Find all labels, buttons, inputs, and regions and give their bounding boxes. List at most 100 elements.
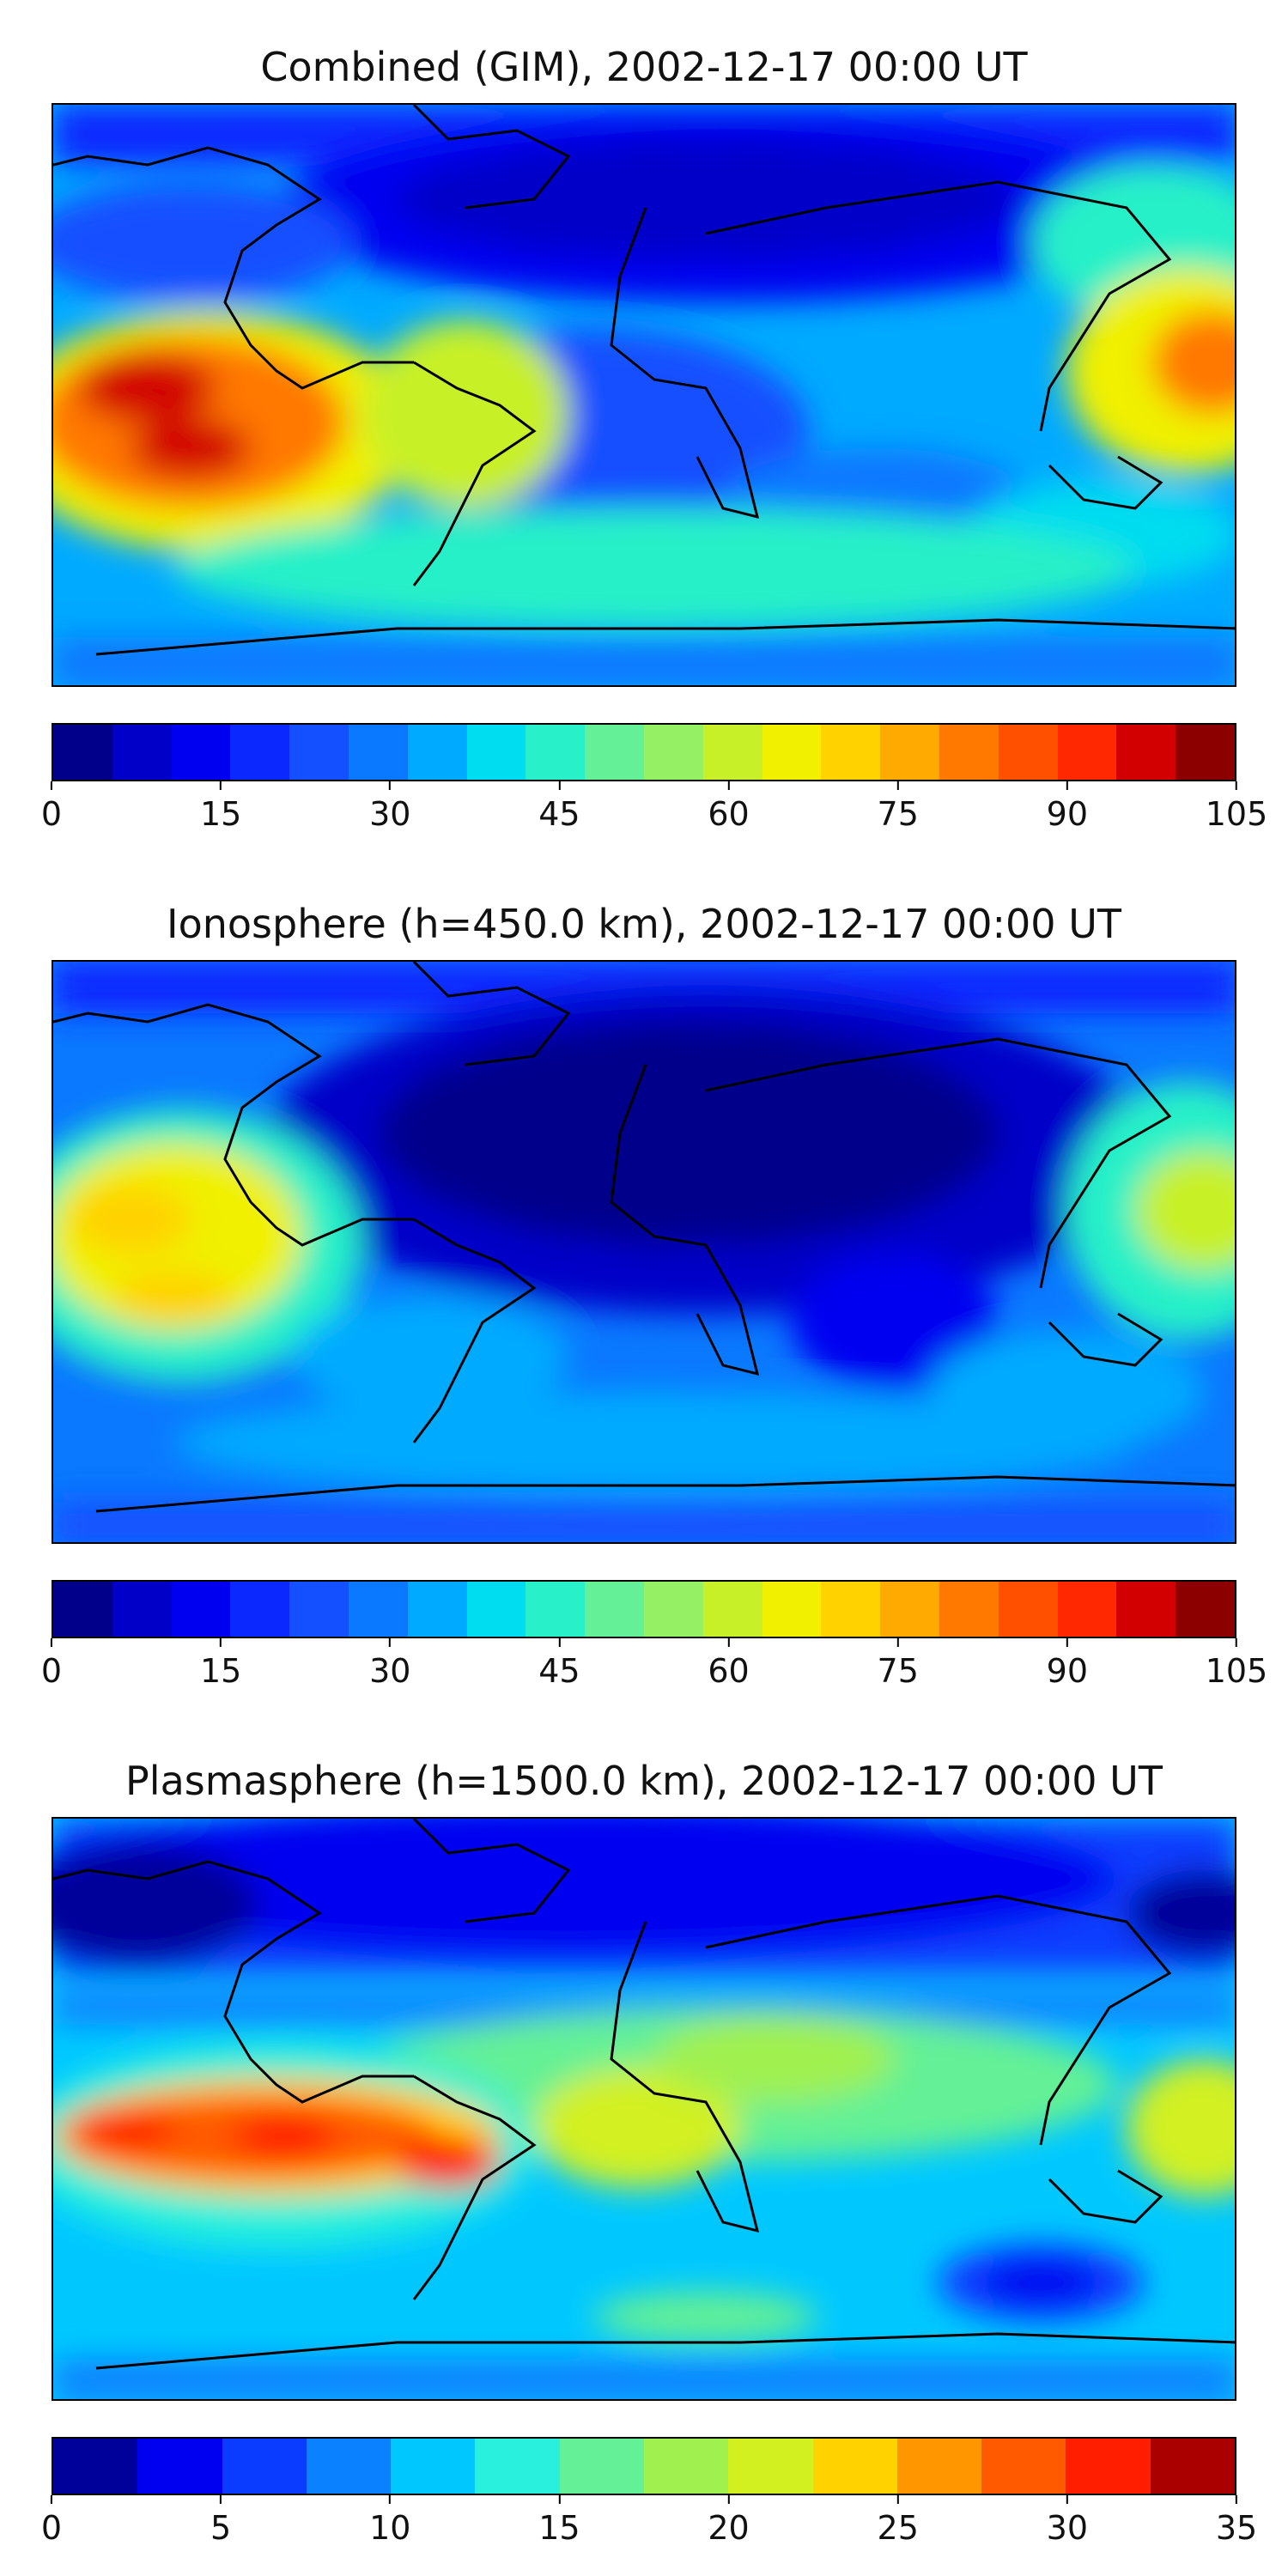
tick-mark [896, 781, 899, 790]
tick-label: 75 [877, 1652, 919, 1690]
tick-label: 5 [210, 2509, 232, 2547]
colorbar-segment [998, 1582, 1058, 1637]
colorbar-segment [1066, 2439, 1151, 2494]
colorbar-segment [896, 2439, 982, 2494]
colorbar-tick: 90 [1047, 1638, 1088, 1690]
tick-label: 30 [369, 795, 411, 833]
colorbar-tick: 90 [1047, 781, 1088, 833]
tick-mark [51, 2495, 52, 2504]
colorbar-segment [348, 725, 408, 780]
colorbar-tick: 20 [708, 2495, 750, 2547]
colorbar-segment [230, 1582, 290, 1637]
colorbar-segment [112, 1582, 172, 1637]
tick-label: 45 [538, 795, 580, 833]
tick-label: 30 [1046, 2509, 1089, 2547]
colorbar-segment [762, 1582, 822, 1637]
tick-mark [389, 781, 392, 790]
tick-mark [896, 1638, 899, 1647]
colorbar-tick: 35 [1216, 2495, 1257, 2547]
colorbar-segment [1057, 725, 1117, 780]
colorbar-segment [762, 725, 822, 780]
colorbar-segment [880, 1582, 939, 1637]
tick-label: 15 [199, 795, 242, 833]
tick-label: 105 [1205, 1652, 1268, 1690]
colorbar-tick: 0 [41, 2495, 62, 2547]
colorbar-ticks: 0 5 10 15 20 25 30 35 [41, 2495, 1257, 2547]
tick-label: 0 [40, 1652, 63, 1690]
colorbar-tick: 75 [878, 1638, 919, 1690]
tick-mark [1066, 2495, 1068, 2504]
tick-mark [1236, 1638, 1237, 1647]
colorbar-segment [559, 2439, 644, 2494]
map-title: Plasmasphere (h=1500.0 km), 2002-12-17 0… [125, 1758, 1163, 1804]
tick-mark [389, 2495, 392, 2504]
colorbar-segment [1176, 1582, 1235, 1637]
colorbar-tick: 60 [708, 1638, 750, 1690]
colorbar-segment [112, 725, 172, 780]
tick-mark [558, 781, 561, 790]
colorbar-segment [1116, 1582, 1176, 1637]
tick-mark [389, 1638, 392, 1647]
colorbar-segment [466, 725, 526, 780]
map-title: Combined (GIM), 2002-12-17 00:00 UT [260, 44, 1028, 90]
colorbar-tick: 75 [878, 781, 919, 833]
colorbar-segment [53, 2439, 138, 2494]
colorbar-segment [821, 1582, 881, 1637]
colorbar-segment [407, 1582, 467, 1637]
colorbar-segment [526, 1582, 586, 1637]
colorbar-tick: 5 [210, 2495, 231, 2547]
colorbar-segment [171, 725, 231, 780]
colorbar-segment [998, 725, 1058, 780]
colorbar-tick: 105 [1205, 1638, 1268, 1690]
tec-map-plasmasphere [52, 1817, 1236, 2401]
colorbar-segment [306, 2439, 392, 2494]
colorbar [52, 723, 1236, 781]
tick-mark [51, 781, 52, 790]
colorbar-segment [475, 2439, 560, 2494]
colorbar-segment [585, 1582, 644, 1637]
colorbar-segment [643, 725, 703, 780]
colorbar-segment [728, 2439, 813, 2494]
tick-mark [220, 2495, 222, 2504]
colorbar-tick: 30 [369, 781, 410, 833]
colorbar-tick: 0 [41, 781, 62, 833]
colorbar-segment [1176, 725, 1235, 780]
tick-mark [727, 2495, 730, 2504]
colorbar-tick: 105 [1206, 781, 1267, 833]
colorbar-segment [289, 1582, 349, 1637]
tick-label: 45 [538, 1652, 580, 1690]
colorbar-ticks: 0 15 30 45 60 75 90 105 [41, 781, 1267, 833]
colorbar-ticks: 0 15 30 45 60 75 90 105 [41, 1638, 1267, 1690]
map-title: Ionosphere (h=450.0 km), 2002-12-17 00:0… [167, 901, 1121, 947]
tick-label: 75 [877, 795, 919, 833]
colorbar-segment [391, 2439, 476, 2494]
colorbar-segment [1150, 2439, 1235, 2494]
colorbar-tick: 15 [200, 1638, 241, 1690]
tec-map-combined [52, 103, 1236, 687]
colorbar-tick: 30 [369, 1638, 410, 1690]
colorbar-segment [1116, 725, 1176, 780]
tick-label: 15 [538, 2509, 580, 2547]
tick-mark [896, 2495, 899, 2504]
tick-label: 10 [369, 2509, 411, 2547]
tick-mark [727, 781, 730, 790]
tick-mark [558, 2495, 561, 2504]
tick-label: 25 [877, 2509, 919, 2547]
coastlines [53, 1819, 1235, 2370]
tick-label: 60 [708, 795, 750, 833]
tick-mark [1066, 1638, 1068, 1647]
tick-mark [51, 1638, 52, 1647]
colorbar-segment [526, 725, 586, 780]
colorbar-tick: 15 [538, 2495, 580, 2547]
colorbar-segment [643, 2439, 729, 2494]
colorbar-segment [230, 725, 290, 780]
colorbar-tick: 10 [369, 2495, 410, 2547]
colorbar-segment [585, 725, 644, 780]
tick-label: 35 [1215, 2509, 1258, 2547]
colorbar-segment [466, 1582, 526, 1637]
tick-label: 15 [199, 1652, 242, 1690]
tick-label: 0 [40, 795, 63, 833]
colorbar-segment [53, 725, 112, 780]
map-field [53, 1819, 1235, 2399]
tick-mark [1236, 781, 1237, 790]
